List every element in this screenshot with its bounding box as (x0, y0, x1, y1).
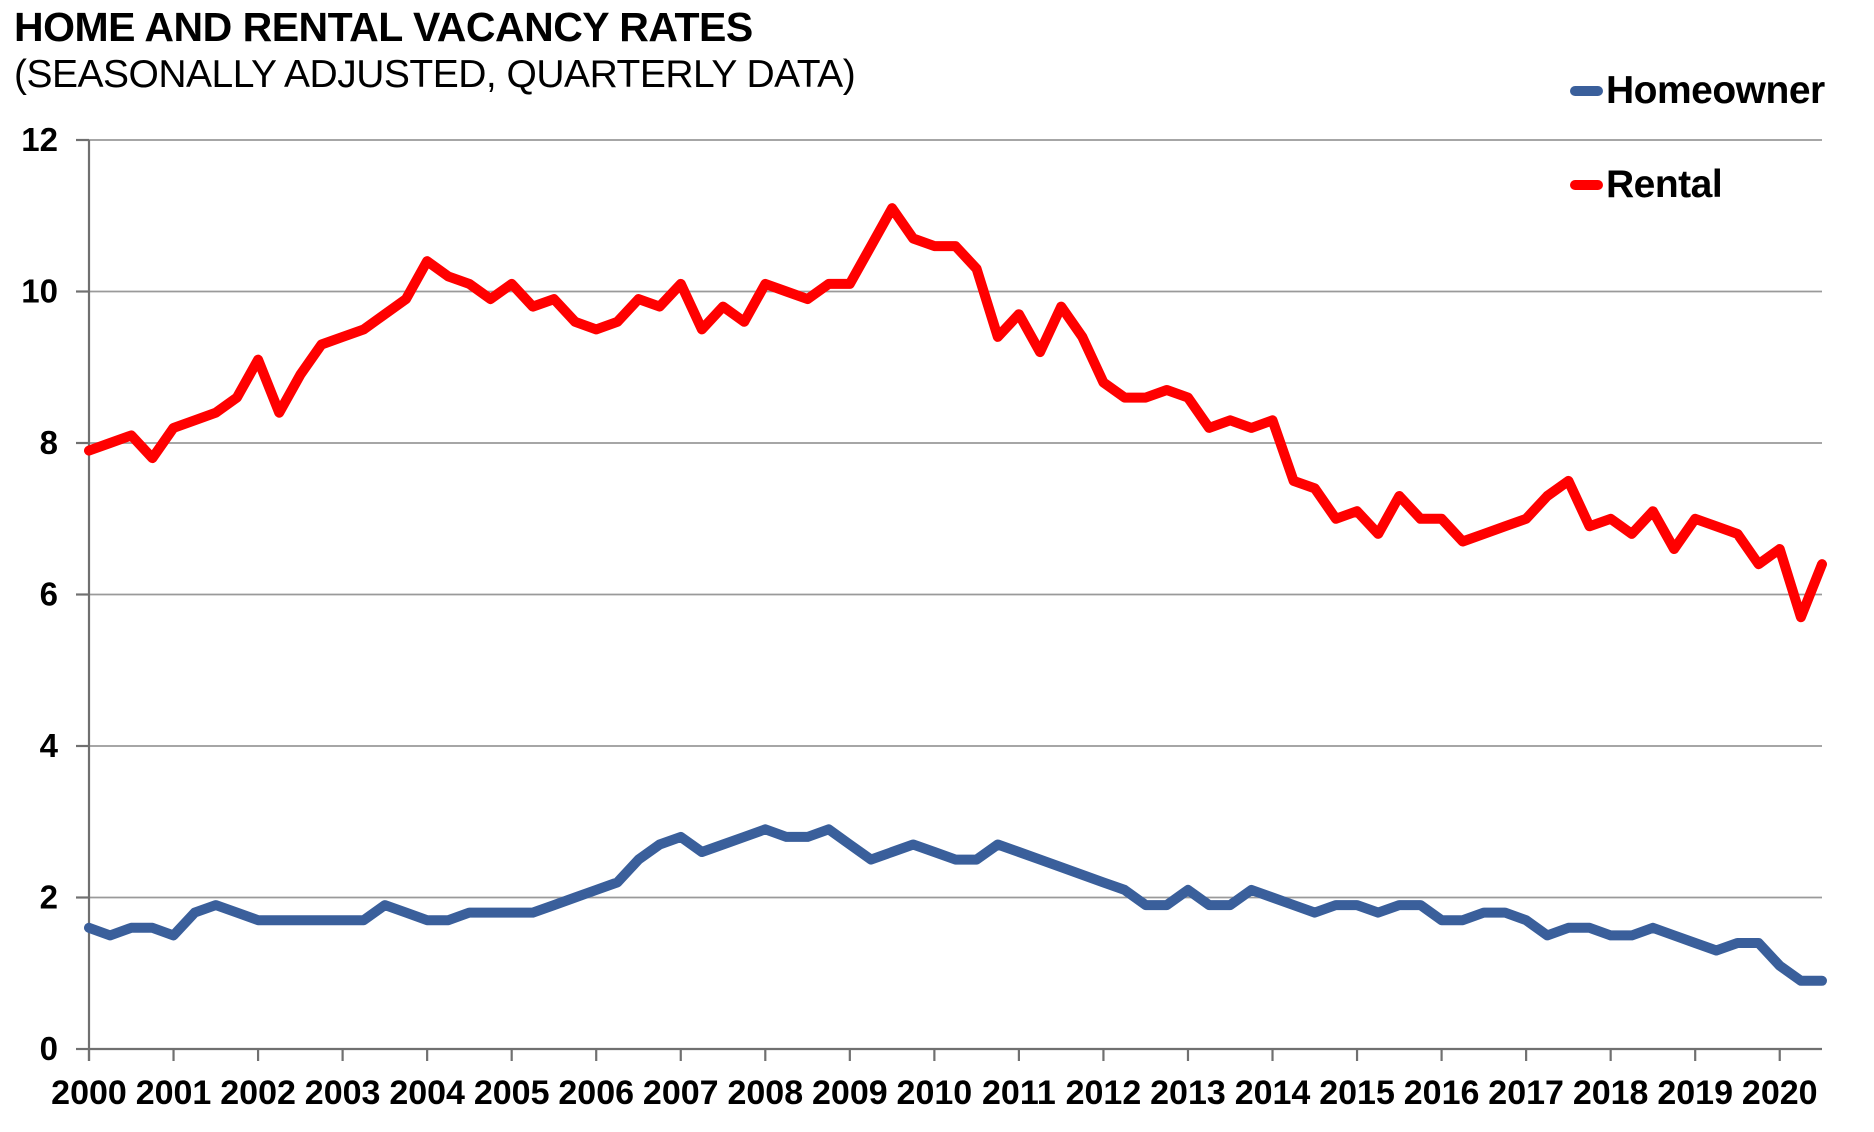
x-tick-label-2005: 2005 (474, 1074, 550, 1112)
y-tick-label-8: 8 (40, 424, 58, 461)
y-tick-label-10: 10 (21, 273, 58, 310)
legend-label-rental: Rental (1606, 163, 1723, 206)
x-tick-label-2019: 2019 (1657, 1074, 1733, 1112)
rental-line-swatch (1570, 180, 1603, 190)
x-tick-label-2008: 2008 (727, 1074, 803, 1112)
x-tick-label-2014: 2014 (1235, 1074, 1311, 1112)
x-tick-label-2015: 2015 (1319, 1074, 1395, 1112)
chart-subtitle: (SEASONALLY ADJUSTED, QUARTERLY DATA) (14, 53, 856, 96)
chart-title: HOME AND RENTAL VACANCY RATES (14, 4, 753, 50)
x-tick-label-2016: 2016 (1404, 1074, 1480, 1112)
x-tick-label-2018: 2018 (1573, 1074, 1649, 1112)
x-tick-label-2006: 2006 (558, 1074, 634, 1112)
homeowner-series-line (84, 824, 1827, 986)
legend-item-homeowner: Homeowner (1570, 69, 1825, 113)
x-tick-label-2010: 2010 (897, 1074, 973, 1112)
legend-item-rental: Rental (1570, 163, 1723, 207)
x-tick-label-2012: 2012 (1066, 1074, 1142, 1112)
y-tick-label-6: 6 (40, 576, 58, 613)
y-tick-label-12: 12 (21, 121, 58, 158)
legend-label-homeowner: Homeowner (1606, 69, 1825, 112)
x-tick-label-2002: 2002 (220, 1074, 296, 1112)
x-tick-label-2011: 2011 (982, 1074, 1056, 1112)
x-tick-label-2000: 2000 (51, 1074, 127, 1112)
y-tick-label-0: 0 (40, 1030, 58, 1067)
x-tick-label-2003: 2003 (305, 1074, 381, 1112)
x-tick-label-2009: 2009 (812, 1074, 888, 1112)
x-tick-label-2007: 2007 (643, 1074, 719, 1112)
x-tick-label-2017: 2017 (1488, 1074, 1564, 1112)
y-tick-label-4: 4 (40, 727, 59, 764)
rental-series-line (84, 203, 1827, 623)
x-tick-label-2004: 2004 (389, 1074, 465, 1112)
x-tick-label-2013: 2013 (1150, 1074, 1226, 1112)
x-tick-label-2020: 2020 (1742, 1074, 1818, 1112)
x-tick-label-2001: 2001 (136, 1074, 212, 1112)
homeowner-line-swatch (1570, 86, 1603, 96)
y-tick-label-2: 2 (40, 879, 58, 916)
